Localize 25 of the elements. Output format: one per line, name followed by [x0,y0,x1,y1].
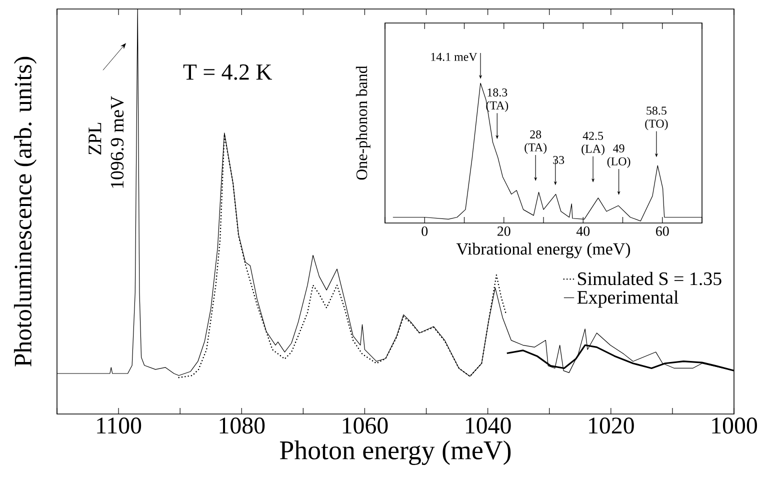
y-axis-title: One-phonon band [356,66,370,180]
x-tick-label: 60 [656,226,669,236]
x-tick-label: 20 [498,226,510,236]
annotation: 33 [553,156,564,164]
x-tick-label: 1000 [712,418,757,434]
legend-label: Experimental [577,290,678,308]
annotation: 28 (TA) [524,130,547,154]
annotation: 42.5 (LA) [582,132,604,156]
y-axis-title: Photoluminescence (arb. units) [14,56,37,366]
annotation: 14.1 meV [431,52,478,61]
annotation: 49 (LO) [607,144,630,168]
annotation: T = 4.2 K [183,64,272,80]
x-axis-title: Vibrational energy (meV) [456,242,630,258]
annotation: 58.5 (TO) [645,106,668,130]
x-axis-title: Photon energy (meV) [280,440,511,465]
annotation: 1096.9 meV [110,96,124,188]
x-tick-label: 1020 [589,418,634,434]
x-tick-label: 40 [576,226,590,236]
x-tick-label: 1040 [466,418,511,434]
x-tick-label: 1060 [342,418,388,434]
x-tick-label: 0 [422,226,428,236]
annotation: ZPL [88,122,102,155]
x-tick-label: 1080 [220,418,265,434]
legend-label: Simulated S = 1.35 [578,272,722,286]
x-tick-label: 1100 [97,418,142,434]
